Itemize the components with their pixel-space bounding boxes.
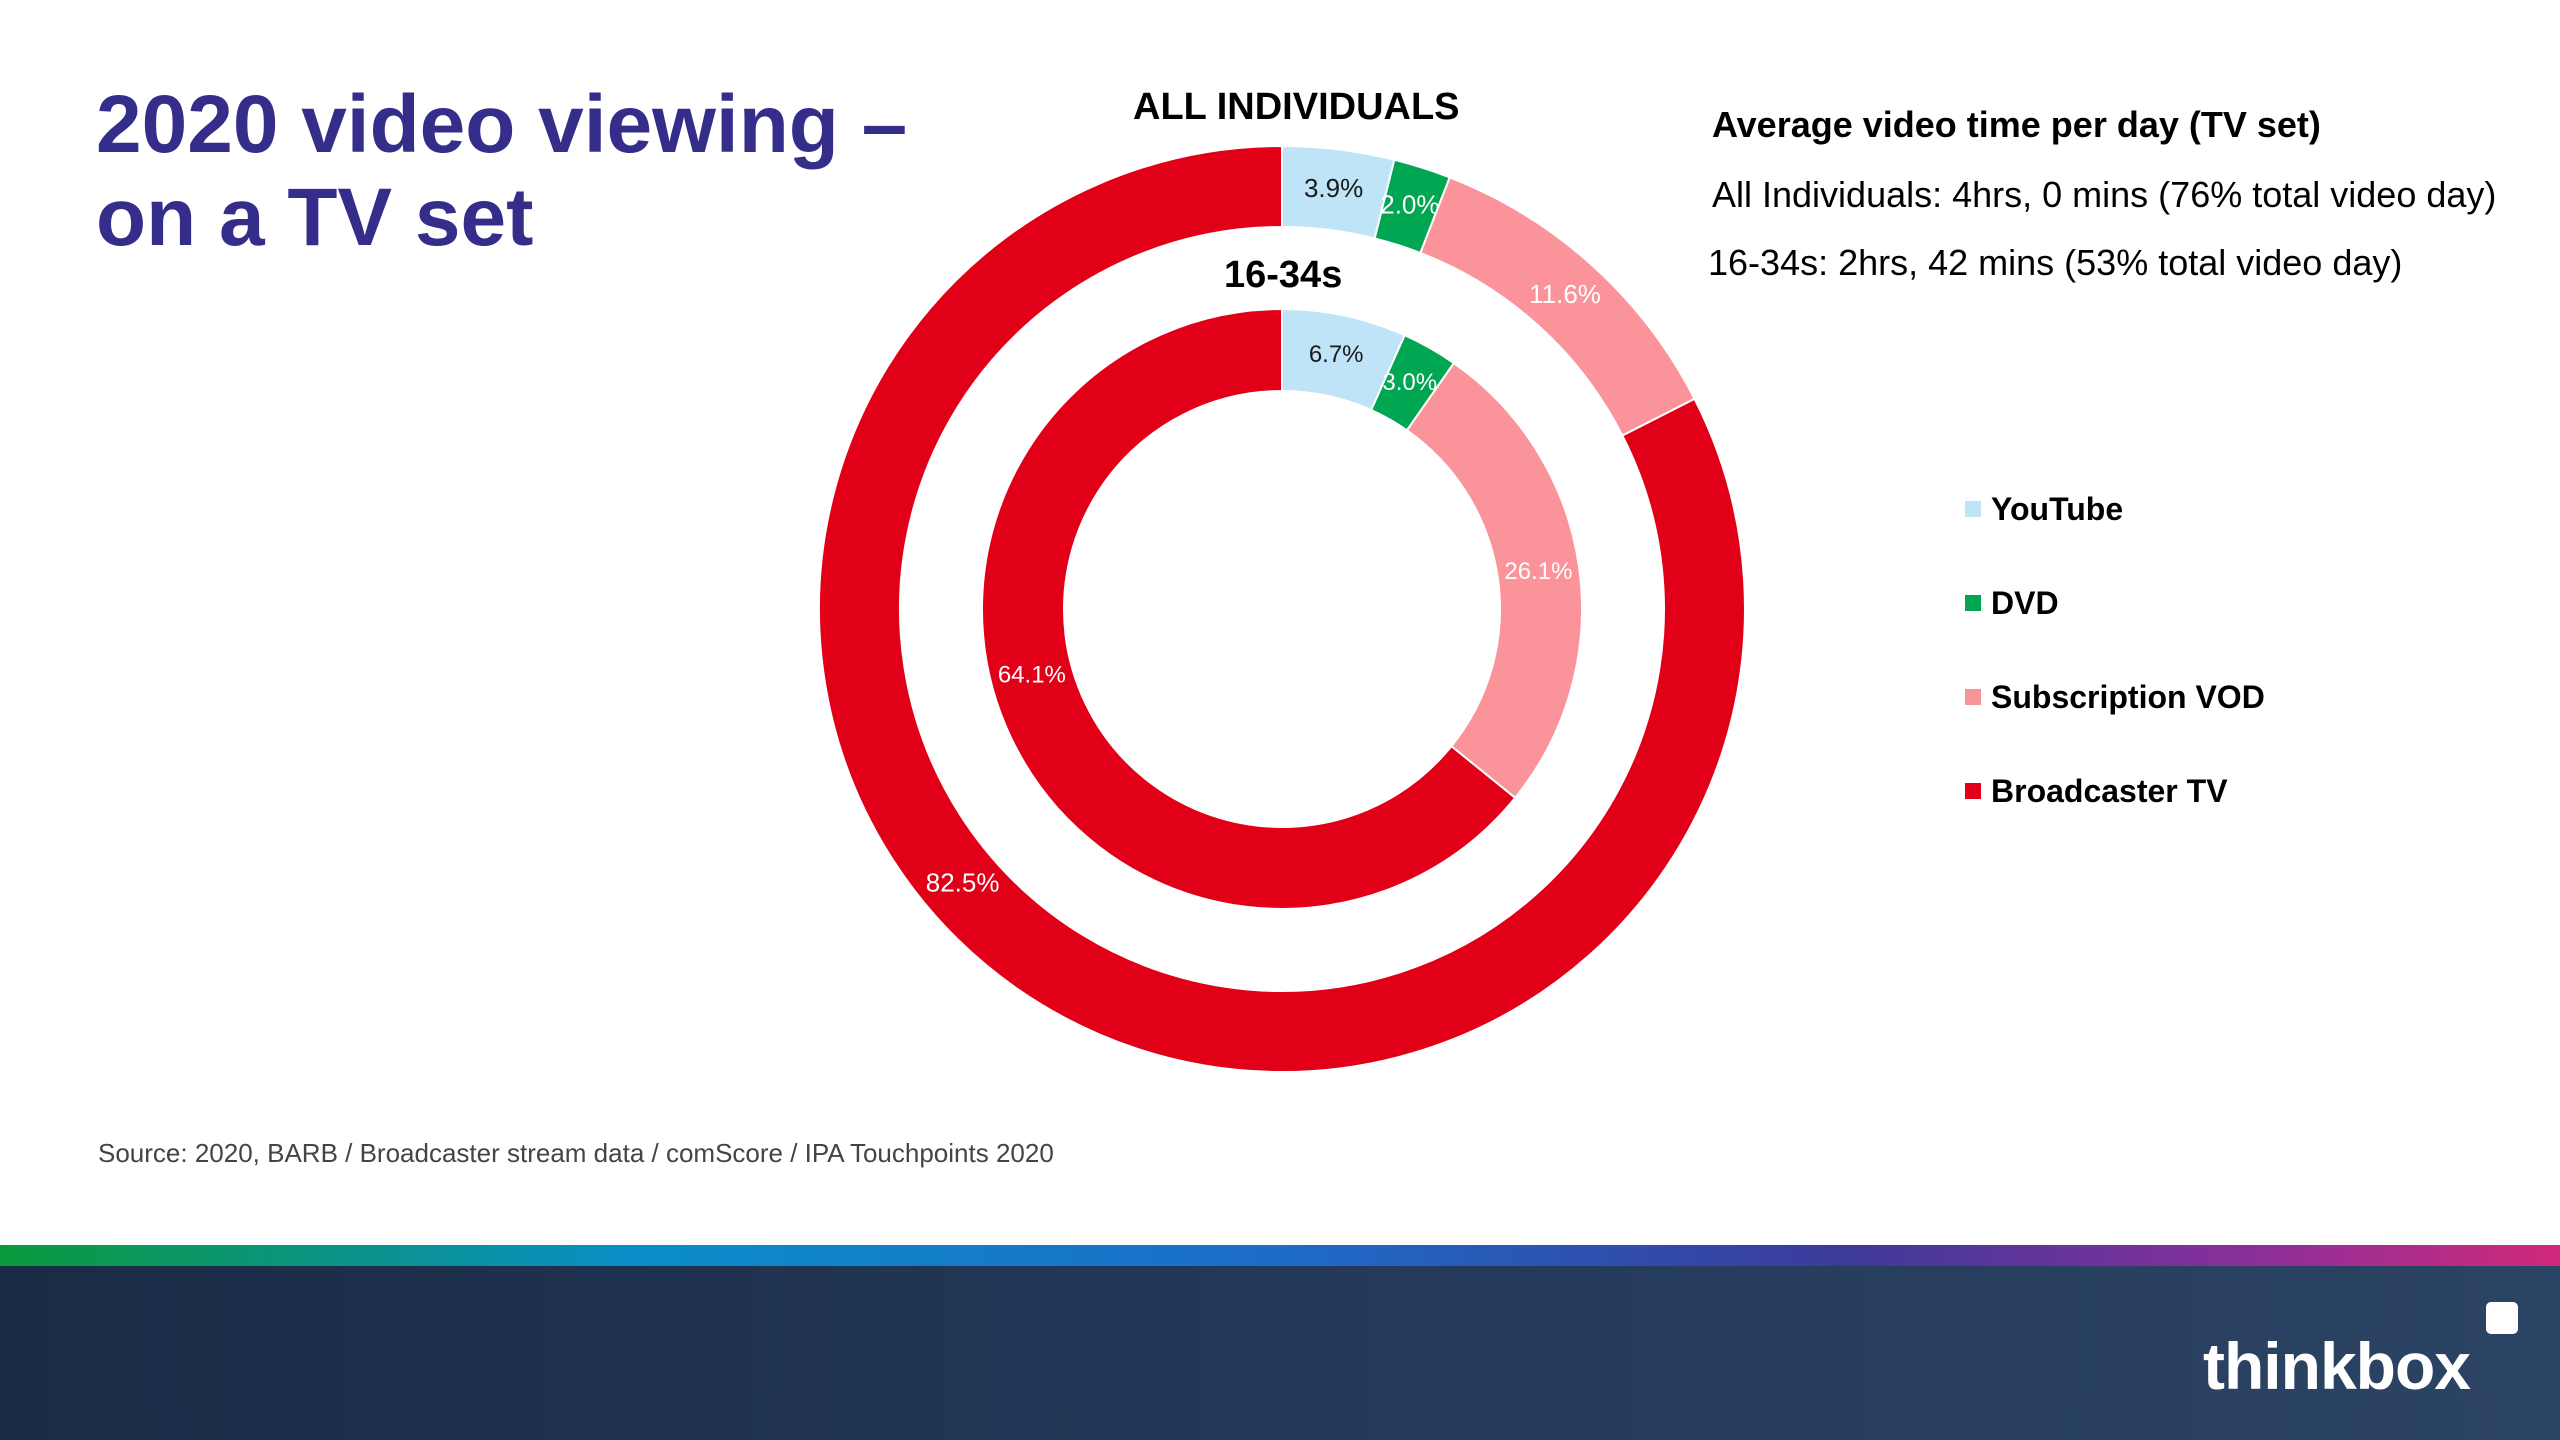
average-time-panel: Average video time per day (TV set) All … <box>1708 104 2497 310</box>
legend-item-subscription-vod: Subscription VOD <box>1965 650 2265 744</box>
legend-swatch-subscription-vod <box>1965 689 1981 705</box>
thinkbox-logo-mark-icon <box>2486 1302 2518 1334</box>
outer-label-youtube: 3.9% <box>1304 173 1363 203</box>
outer-slice-broadcaster-tv <box>818 144 1746 1073</box>
inner-label-subscription-vod: 26.1% <box>1504 558 1572 585</box>
legend-label-youtube: YouTube <box>1991 490 2124 527</box>
age-16-34-time: 16-34s: 2hrs, 42 mins (53% total video d… <box>1708 242 2403 283</box>
legend-label-dvd: DVD <box>1991 584 2059 621</box>
legend-swatch-dvd <box>1965 595 1981 611</box>
outer-ring-label: ALL INDIVIDUALS <box>1133 86 1460 128</box>
thinkbox-logo: thinkbox <box>2203 1329 2471 1403</box>
outer-label-dvd: 2.0% <box>1380 190 1439 220</box>
footer-bar: thinkbox <box>0 1266 2560 1440</box>
average-time-title: Average video time per day (TV set) <box>1712 104 2321 145</box>
legend-label-subscription-vod: Subscription VOD <box>1991 678 2265 715</box>
source-note: Source: 2020, BARB / Broadcaster stream … <box>98 1138 1054 1168</box>
inner-slice-broadcaster-tv <box>981 307 1517 910</box>
footer-gradient-stripe <box>0 1245 2560 1266</box>
page-title: 2020 video viewing – on a TV set <box>96 78 907 264</box>
inner-slice-subscription-vod <box>1405 361 1583 800</box>
legend-item-youtube: YouTube <box>1965 462 2265 556</box>
title-line-1: 2020 video viewing – <box>96 79 908 170</box>
title-line-2: on a TV set <box>96 172 534 263</box>
legend-item-broadcaster-tv: Broadcaster TV <box>1965 744 2265 838</box>
outer-label-subscription-vod: 11.6% <box>1529 279 1601 309</box>
chart-legend: YouTube DVD Subscription VOD Broadcaster… <box>1965 462 2265 838</box>
inner-ring-label: 16-34s <box>1224 254 1343 296</box>
legend-item-dvd: DVD <box>1965 556 2265 650</box>
outer-label-broadcaster-tv: 82.5% <box>926 868 1000 898</box>
all-individuals-time: All Individuals: 4hrs, 0 mins (76% total… <box>1712 174 2497 215</box>
inner-label-broadcaster-tv: 64.1% <box>998 662 1066 689</box>
legend-swatch-broadcaster-tv <box>1965 783 1981 799</box>
legend-swatch-youtube <box>1965 501 1981 517</box>
inner-label-dvd: 3.0% <box>1382 369 1437 396</box>
inner-label-youtube: 6.7% <box>1309 341 1364 368</box>
legend-label-broadcaster-tv: Broadcaster TV <box>1991 772 2228 809</box>
